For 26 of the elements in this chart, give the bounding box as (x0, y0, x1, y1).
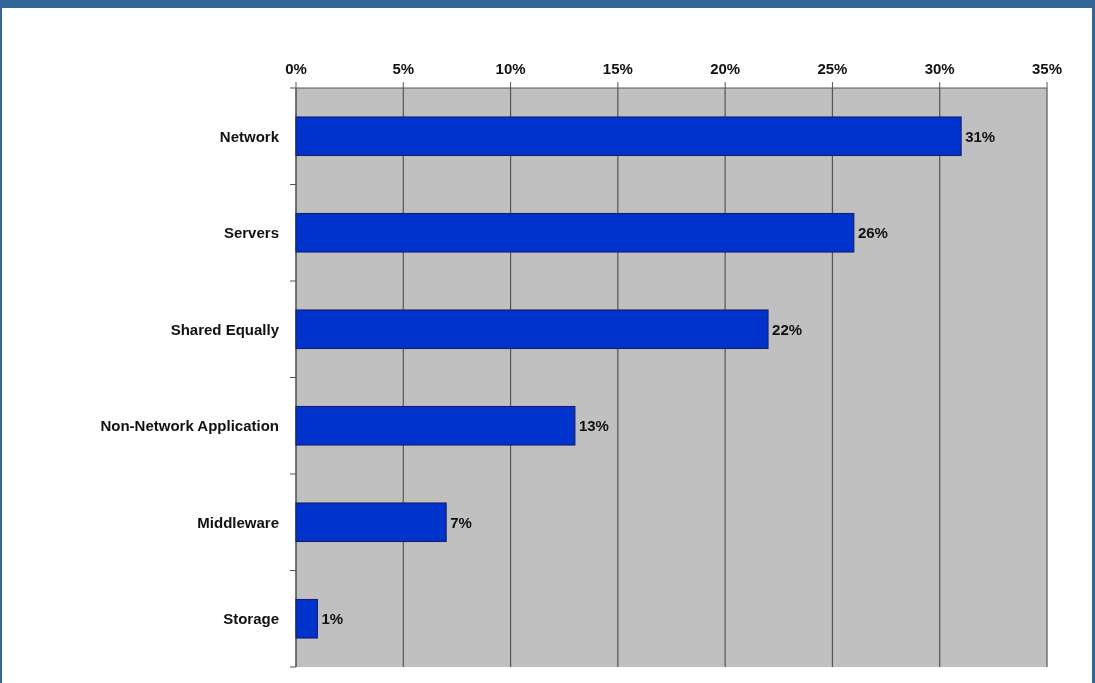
y-tick-label: Network (219, 127, 280, 145)
y-tick-label: Shared Equally (170, 320, 280, 338)
bar (295, 598, 318, 639)
x-tick-label: 0% (285, 60, 307, 77)
x-tick-label: 25% (817, 60, 848, 77)
bar (295, 212, 855, 253)
x-tick-label: 20% (710, 60, 741, 77)
data-label: 26% (857, 224, 888, 241)
x-tick-label: 5% (392, 60, 415, 77)
data-label: 1% (321, 610, 344, 627)
data-label: 13% (578, 417, 609, 434)
y-tick-label: Storage (223, 610, 279, 627)
bar (295, 309, 769, 350)
bar (295, 116, 962, 157)
data-label: 22% (772, 320, 803, 338)
data-label: 31% (965, 127, 996, 145)
x-tick-label: 10% (495, 60, 526, 77)
y-tick-label: Servers (223, 224, 279, 241)
bar (295, 405, 576, 446)
bar (295, 502, 447, 543)
y-tick-label: Middleware (197, 513, 279, 531)
data-label: 7% (450, 513, 472, 531)
x-tick-label: 15% (602, 60, 633, 77)
y-tick-label: Non-Network Application (100, 417, 279, 434)
x-tick-label: 30% (924, 60, 955, 77)
x-tick-label: 35% (1031, 60, 1063, 77)
